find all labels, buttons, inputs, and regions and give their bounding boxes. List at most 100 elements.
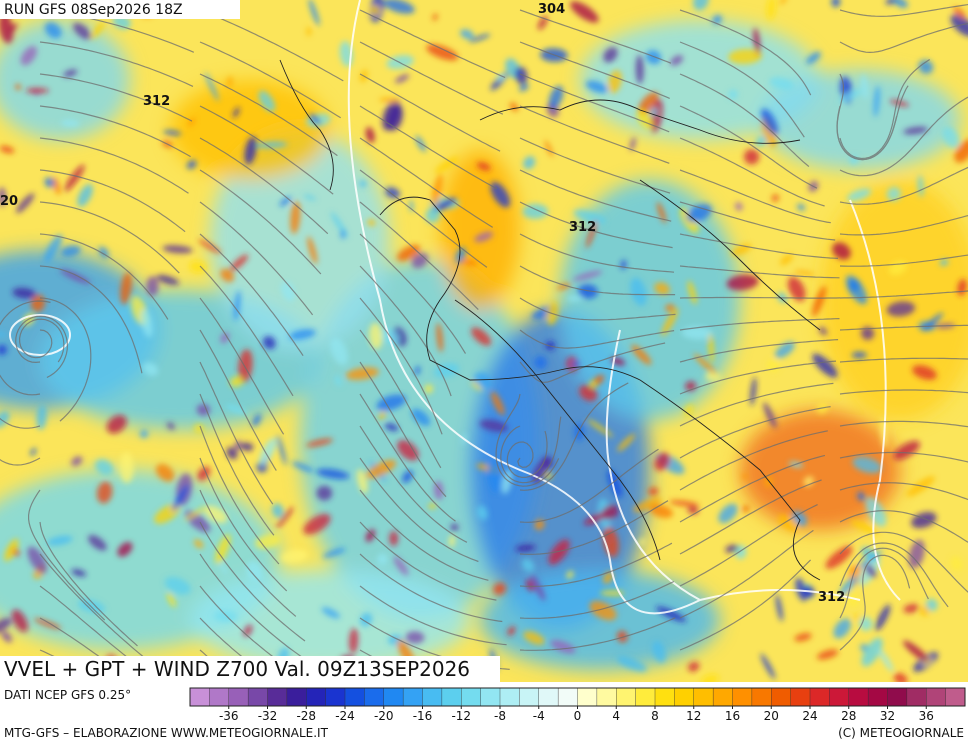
streamline (679, 559, 812, 651)
field-speck (215, 534, 231, 565)
field-speck (548, 85, 564, 109)
field-speck (589, 600, 617, 621)
field-speck (94, 459, 114, 476)
field-speck (258, 90, 276, 112)
field-speck (760, 653, 776, 680)
field-speck (954, 139, 968, 163)
field-speck (189, 260, 207, 274)
field-speck (873, 85, 880, 118)
streamline (519, 500, 669, 555)
streamline (839, 420, 968, 428)
streamline (679, 529, 814, 619)
colorbar-tick-label: 24 (802, 709, 817, 723)
field-speck (11, 609, 28, 632)
streamline (839, 554, 911, 651)
field-speck (886, 186, 901, 202)
field-speck (912, 365, 937, 380)
streamline (506, 430, 548, 479)
field-speck (308, 0, 320, 26)
field-speck (393, 556, 409, 576)
colorbar-tick-label: 0 (574, 709, 582, 723)
field-speck (220, 332, 230, 344)
colorbar-swatch (732, 687, 753, 707)
field-speck (692, 0, 709, 11)
field-speck (859, 616, 873, 631)
field-speck (777, 514, 799, 532)
colorbar-tick-label: -12 (451, 709, 471, 723)
colorbar-swatch (887, 687, 908, 707)
field-speck (832, 242, 851, 260)
field-speck (389, 531, 399, 546)
field-speck (795, 577, 808, 602)
streamline (679, 382, 834, 427)
field-speck (186, 160, 197, 170)
streamline (39, 265, 143, 374)
streamline (519, 41, 670, 99)
field-speck (226, 76, 233, 88)
field-speck (240, 442, 254, 451)
streamline (519, 105, 670, 164)
field-speck (687, 280, 697, 305)
field-speck (322, 547, 346, 558)
field-speck (44, 234, 63, 263)
field-speck (187, 117, 196, 127)
field-speck (686, 204, 712, 223)
colorbar-swatch (712, 687, 734, 707)
field-speck (27, 546, 47, 574)
streamline (199, 521, 306, 642)
field-speck (950, 556, 963, 572)
field-blob (560, 180, 740, 420)
field-speck (875, 604, 891, 631)
field-speck (519, 83, 529, 92)
colorbar-swatch (480, 687, 501, 707)
credit-right: (C) METEOGIORNALE (838, 726, 964, 740)
field-speck (833, 618, 851, 639)
field-speck (853, 614, 861, 621)
streamline (679, 265, 840, 279)
streamline (839, 254, 968, 267)
streamline (519, 342, 666, 384)
field-speck (119, 452, 134, 484)
field-speck (645, 50, 662, 65)
colorbar-swatch (189, 687, 210, 707)
field-blob (210, 130, 390, 350)
field-speck (573, 209, 606, 224)
streamline (679, 137, 825, 207)
field-speck (47, 535, 73, 546)
field-speck (271, 503, 284, 519)
field-speck (289, 329, 316, 340)
colorbar-swatch (422, 687, 443, 707)
streamline (679, 105, 818, 189)
field-speck (204, 72, 219, 102)
field-speck (864, 563, 877, 578)
field-speck (316, 468, 350, 480)
colorbar-swatch (577, 687, 598, 707)
field-blob (820, 180, 968, 420)
field-speck (861, 637, 883, 667)
field-speck (632, 497, 663, 512)
streamline (199, 393, 275, 536)
field-speck (303, 194, 317, 201)
field-speck (688, 661, 700, 672)
streamline (28, 489, 106, 621)
field-speck (953, 6, 966, 19)
field-speck (414, 365, 420, 376)
streamline (519, 233, 675, 273)
field-speck (794, 270, 815, 276)
field-speck (193, 539, 204, 549)
streamline (199, 201, 314, 316)
field-speck (616, 630, 628, 643)
field-speck (259, 437, 277, 466)
contour-label: 312 (569, 220, 596, 235)
colorbar-tick-label: -28 (296, 709, 316, 723)
field-speck (450, 523, 459, 532)
field-speck (378, 411, 387, 420)
field-speck (12, 287, 37, 299)
streamline (199, 489, 297, 617)
field-speck (681, 326, 713, 340)
field-speck (665, 303, 675, 312)
field-speck (409, 199, 414, 213)
field-speck (764, 475, 773, 488)
